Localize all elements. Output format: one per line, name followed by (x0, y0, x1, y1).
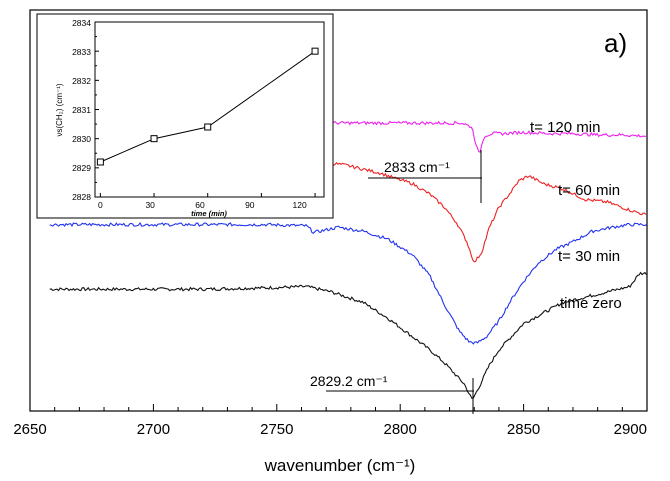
inset-y-tick-label: 2830 (72, 134, 91, 144)
inset-data-point (204, 123, 212, 131)
series-label-time-zero: time zero (560, 295, 622, 312)
inset-markers (96, 47, 319, 166)
inset-chart: 2828 2829 2830 2831 2832 2833 2834 0 30 … (36, 13, 334, 219)
inset-x-tick-label: 30 (145, 200, 155, 210)
annotation-label-2833: 2833 cm⁻¹ (384, 159, 450, 175)
series-line-t60 (325, 160, 647, 263)
series-line-t120 (325, 120, 647, 153)
series-line-t30 (49, 221, 647, 345)
inset-x-tick-label: 0 (98, 200, 103, 210)
panel-label: a) (604, 28, 627, 58)
inset-y-tick-label: 2831 (72, 105, 91, 115)
inset-data-point (150, 135, 158, 143)
x-tick-label: 2750 (260, 421, 293, 438)
inset-y-tick-label: 2834 (72, 18, 91, 28)
inset-data-point (96, 158, 104, 166)
x-axis-label: wavenumber (cm⁻¹) (264, 456, 416, 475)
x-tick-label: 2900 (614, 421, 647, 438)
inset-x-tick-label: 90 (245, 200, 255, 210)
main-x-axis (29, 404, 648, 411)
inset-background (36, 13, 334, 219)
x-tick-label: 2800 (384, 421, 417, 438)
inset-x-axis-label: time (min) (191, 209, 227, 218)
annotation-label-2829: 2829.2 cm⁻¹ (310, 373, 388, 389)
inset-y-axis-label: νs(CH₂) (cm⁻¹) (55, 83, 64, 136)
inset-y-tick-label: 2828 (72, 192, 91, 202)
inset-y-tick-label: 2832 (72, 76, 91, 86)
inset-y-tick-label: 2829 (72, 163, 91, 173)
inset-line (100, 50, 316, 163)
x-tick-label: 2650 (13, 421, 46, 438)
series-label-t120: t= 120 min (530, 119, 600, 136)
main-plot-frame (29, 9, 648, 412)
series-label-t60: t= 60 min (558, 182, 620, 199)
inset-x-tick-label: 60 (195, 200, 205, 210)
x-tick-label: 2700 (137, 421, 170, 438)
x-tick-label: 2850 (507, 421, 540, 438)
inset-data-point (311, 47, 319, 55)
inset-axes (95, 21, 316, 198)
series-label-t30: t= 30 min (558, 248, 620, 265)
inset-x-tick-label: 120 (293, 200, 307, 210)
series-line-time-zero (49, 271, 647, 399)
inset-y-tick-label: 2833 (72, 47, 91, 57)
